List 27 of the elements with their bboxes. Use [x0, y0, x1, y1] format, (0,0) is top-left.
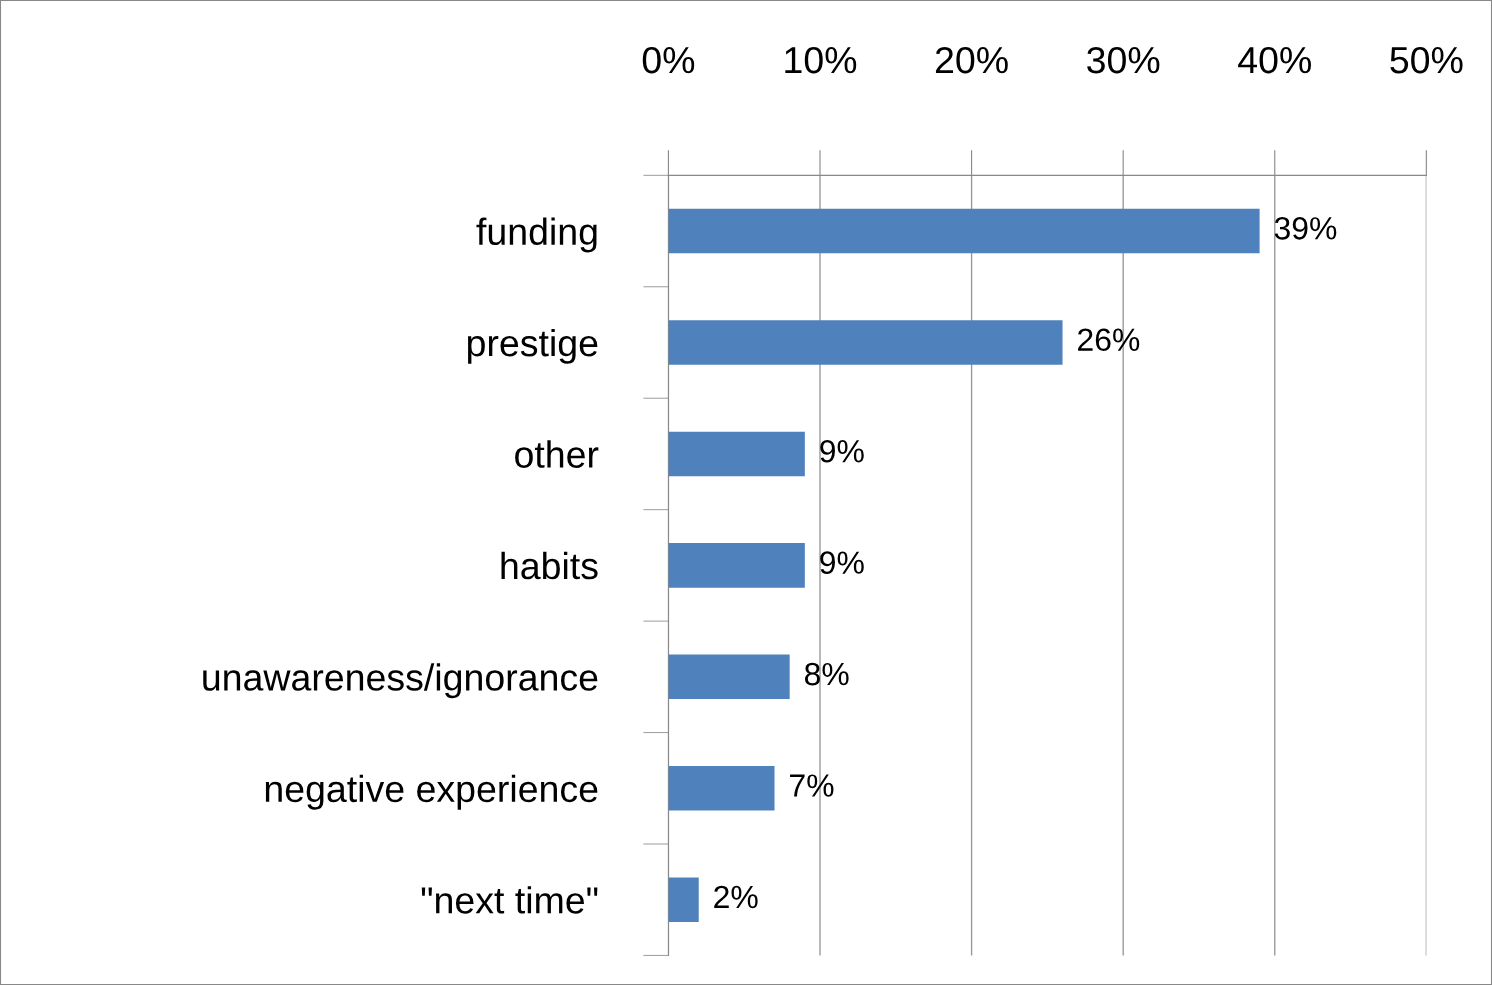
x-tick-label: 20% — [935, 46, 1008, 74]
data-label: 7% — [790, 774, 834, 797]
y-tick-label: funding — [476, 217, 597, 253]
data-label: 9% — [820, 551, 864, 574]
bar — [668, 208, 1260, 254]
x-tick-label: 50% — [1390, 46, 1463, 74]
x-tick-label: 40% — [1238, 46, 1311, 74]
data-label: 39% — [1274, 217, 1337, 240]
data-label: 26% — [1078, 328, 1140, 352]
data-label: 9% — [820, 439, 864, 463]
bar — [668, 654, 790, 700]
y-tick-label: habits — [501, 551, 598, 580]
y-tick-label: prestige — [467, 328, 598, 364]
x-tick-label: 10% — [785, 46, 857, 74]
y-tick-label: "next time" — [421, 886, 598, 914]
y-tick-label: unawareness/ignorance — [203, 663, 598, 699]
bar — [668, 431, 805, 477]
bar — [668, 320, 1063, 365]
bar — [668, 877, 699, 923]
y-tick-label: negative experience — [265, 774, 598, 810]
data-label: 2% — [714, 885, 758, 909]
data-label: 8% — [804, 662, 849, 686]
x-tick-label: 0% — [642, 46, 695, 74]
y-tick-label: other — [515, 440, 599, 468]
bar — [668, 765, 775, 811]
bar — [668, 543, 805, 588]
x-tick-label: 30% — [1087, 46, 1160, 74]
